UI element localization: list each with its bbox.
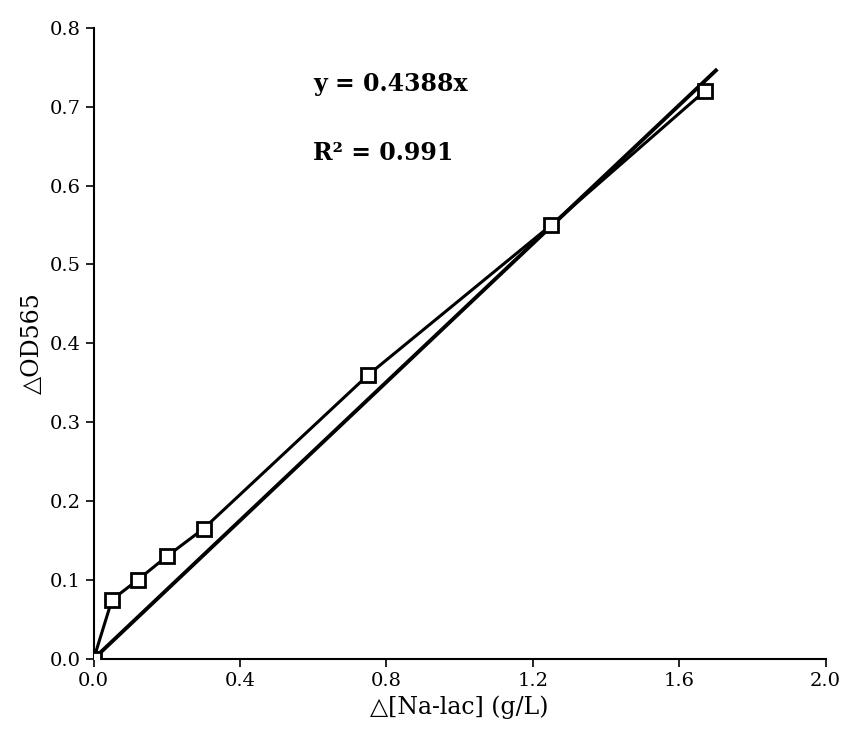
- Y-axis label: △OD565: △OD565: [21, 292, 44, 394]
- Text: y = 0.4388x: y = 0.4388x: [313, 72, 468, 96]
- Text: R² = 0.991: R² = 0.991: [313, 141, 453, 166]
- X-axis label: △[Na-lac] (g/L): △[Na-lac] (g/L): [370, 696, 548, 719]
